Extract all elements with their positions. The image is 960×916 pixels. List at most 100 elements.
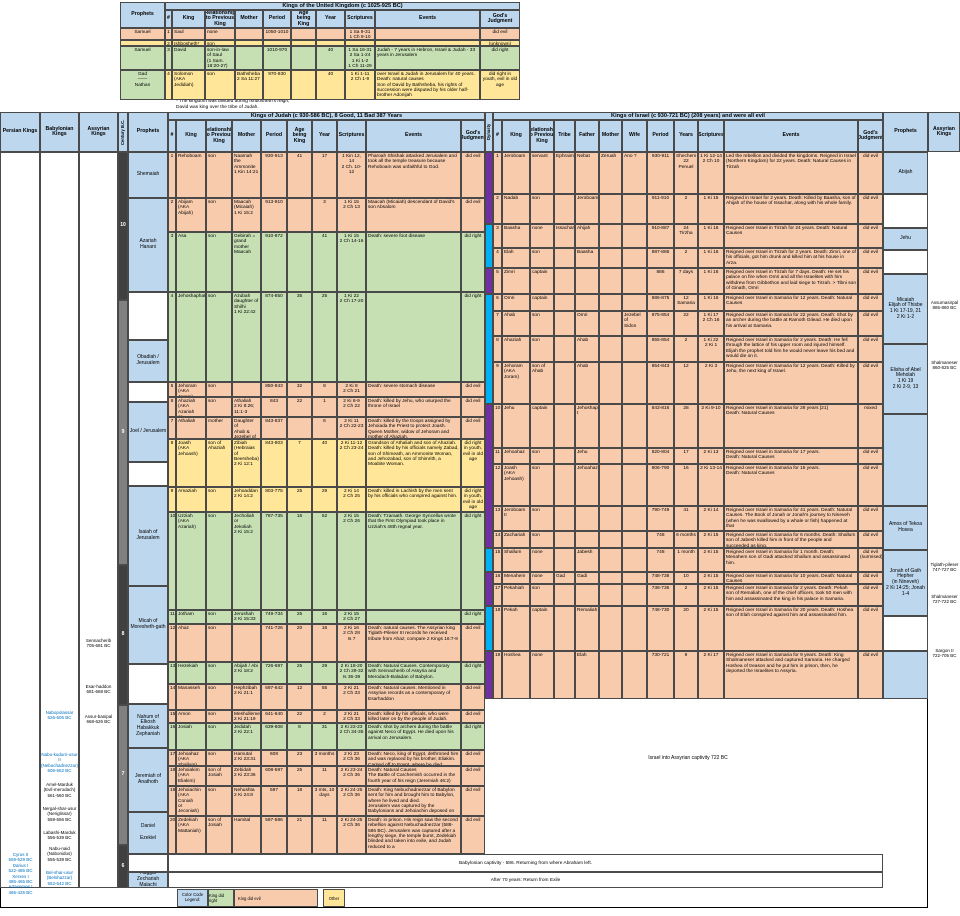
judah-num-cell: 14 xyxy=(168,684,176,710)
judah-prophet-box xyxy=(128,292,168,340)
judah-num-cell: 2 xyxy=(168,198,176,232)
israel-father-cell: Baasha xyxy=(575,248,599,268)
judah-mother-cell: Abijah / Abi 2 Ki 18:2 xyxy=(232,662,261,684)
judah-rel-cell: son xyxy=(206,232,232,292)
century-segment: 9 xyxy=(118,300,128,565)
israel-scriptures-cell: 1 Ki 16 xyxy=(698,248,724,268)
judah-age-cell xyxy=(287,232,312,292)
israel-king-cell: Pekahiah xyxy=(502,584,530,606)
israel-tribe-cell xyxy=(554,404,575,448)
judah-num-cell: 10 xyxy=(168,512,176,610)
judah-king-cell: Jehoiachin (AKA Coniah or Jeconiah) xyxy=(176,786,206,816)
israel-tribe-cell xyxy=(554,651,575,699)
judah-prophet-box: Haggai Zechariah Malachi xyxy=(128,872,168,888)
israel-events-cell: Reigned over Israel in Samaria for 9 yea… xyxy=(724,651,858,699)
judah-mother-cell: Gebirah = grand mother Maacah xyxy=(232,232,261,292)
judah-period-cell: 803-775 xyxy=(261,487,287,512)
judah-period-cell: 608 xyxy=(261,750,287,766)
israel-years-cell: 10 xyxy=(674,572,698,584)
judah-age-cell: 25 xyxy=(287,610,312,624)
judah-king-cell: Jehoram (AKA Joram) xyxy=(176,382,206,397)
judah-period-cell: 597-586 xyxy=(261,816,287,854)
judah-num-cell: 11 xyxy=(168,610,176,624)
israel-period-cell: 748-730 xyxy=(647,606,674,651)
judah-prophet-box: Joel / Jerusalem xyxy=(128,402,168,462)
judah-events-cell: Death: killed by the troops assigned by … xyxy=(366,417,461,439)
israel-scriptures-cell: 2 Ki 15 xyxy=(698,584,724,606)
judah-col-header: Age being King xyxy=(287,120,312,152)
israel-events-cell: Reigned over Israel in Samaria for 10 ye… xyxy=(724,572,858,584)
israel-years-cell: 7 days xyxy=(674,268,698,294)
judah-judgment-cell: did evil xyxy=(461,382,485,397)
judah-period-cell: 874-850 xyxy=(261,292,287,382)
israel-wife-cell xyxy=(622,336,647,362)
israel-tribe-cell xyxy=(554,464,575,506)
israel-period-cell: 886-875 xyxy=(647,294,674,311)
israel-mother-cell xyxy=(599,194,622,224)
israel-col-header: # xyxy=(493,120,502,152)
united-period-cell: 1010-970 xyxy=(263,46,291,70)
israel-wife-cell xyxy=(622,194,647,224)
israel-wife-cell xyxy=(622,362,647,404)
israel-rel-cell: son xyxy=(530,248,554,268)
united-col-header: King xyxy=(172,10,205,28)
babylonian-king-entry: Labashi-Marduk 556-539 BC xyxy=(43,830,76,841)
united-col-header: God's Judgment xyxy=(480,10,520,28)
judah-mother-cell: Nehushta 2 Ki 24:8 xyxy=(232,786,261,816)
israel-mother-cell xyxy=(599,404,622,448)
judah-age-cell: 16 xyxy=(287,512,312,610)
israel-wife-cell xyxy=(622,651,647,699)
united-year-cell: 40 xyxy=(316,70,345,100)
israel-rel-cell: son xyxy=(530,448,554,464)
israel-col-header: Relationship to Previous King xyxy=(530,120,554,152)
judah-year-cell: 11 xyxy=(312,766,337,786)
israel-col-header: Wife xyxy=(622,120,647,152)
judah-events-cell: Death: Natural causes. Mentioned in Assy… xyxy=(366,684,461,710)
judah-judgment-cell: did right in youth, evil in old age xyxy=(461,487,485,512)
judah-mother-cell: Maacah (Micaiah) 1 Ki 15:2 xyxy=(232,198,261,232)
israel-wife-cell xyxy=(622,268,647,294)
israel-king-cell: Nadab xyxy=(502,194,530,224)
judah-rel-cell: son xyxy=(206,397,232,417)
united-scriptures-cell: 1 Sa 16-31 2 Sa 1-24 1 Ki 1-2 1 Ch 11-29 xyxy=(345,46,375,70)
israel-wife-cell xyxy=(622,531,647,548)
israel-king-cell: Jeroboam xyxy=(502,152,530,194)
israel-father-cell: Jeroboam xyxy=(575,194,599,224)
israel-num-cell: 5 xyxy=(493,268,502,294)
judah-mother-cell: Zebidah 2 Ki 23:36 xyxy=(232,766,261,786)
israel-period-cell: 820-804 xyxy=(647,448,674,464)
judah-age-cell: 20 xyxy=(287,624,312,662)
babylonian-king-entry: Nabopolassar 626-605 BC xyxy=(45,710,74,721)
judah-prophet-box: Micah of Moresheth-gath xyxy=(128,586,168,664)
israel-judgment-cell: did evil xyxy=(858,464,883,506)
israel-mother-cell xyxy=(599,464,622,506)
legend-king-did-evil: King did evil xyxy=(234,889,318,907)
israel-period-cell: 748-738 xyxy=(647,572,674,584)
judah-judgment-cell: did evil xyxy=(461,766,485,786)
israel-events-cell: Reigned over Israel in Tirzah for 24 yea… xyxy=(724,224,858,248)
judah-prophet-box: Azariah Hanani xyxy=(128,198,168,292)
judah-prophet-box: Nahum of Elkosh Habakkuk Zephaniah xyxy=(128,704,168,748)
judah-king-cell: Abijam (AKA Abijah) xyxy=(176,198,206,232)
israel-judgment-cell: did evil xyxy=(858,506,883,531)
judah-year-cell: 52 xyxy=(312,512,337,610)
judah-num-cell: 13 xyxy=(168,662,176,684)
israel-wife-cell xyxy=(622,248,647,268)
israel-rel-cell: son xyxy=(530,584,554,606)
israel-prophets-header: Prophets xyxy=(883,112,928,152)
century-header: Century B.C. xyxy=(118,112,128,152)
israel-prophet-box: Jehu xyxy=(883,228,928,250)
israel-rel-cell: son xyxy=(530,194,554,224)
israel-mother-cell xyxy=(599,294,622,311)
judah-prophet-box xyxy=(128,462,168,486)
judah-scriptures-cell: 2 Ki 8-9 2 Ch 22 xyxy=(337,397,366,417)
israel-king-cell: Ahaziah xyxy=(502,336,530,362)
judah-col-header: Scriptures xyxy=(337,120,366,152)
judah-rel-cell: son xyxy=(206,723,232,750)
israel-judgment-cell: did evil xyxy=(858,572,883,584)
united-prophet-cell xyxy=(120,40,165,46)
judah-scriptures-cell: 2 Ki 14 2 Ch 25 xyxy=(337,487,366,512)
united-king-cell: David xyxy=(172,46,205,70)
judah-period-cell: 726-697 xyxy=(261,662,287,684)
